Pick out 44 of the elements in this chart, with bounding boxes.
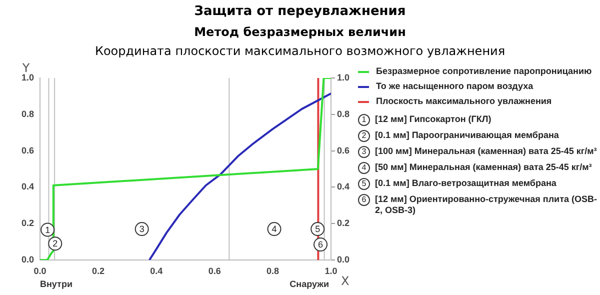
text: 1 [362, 115, 366, 124]
text: [50 мм] Минеральная (каменная) вата 25-45 кг/м³ [375, 162, 592, 173]
x-tick-label: 0.4 [150, 266, 163, 276]
annotation: 4 [272, 224, 277, 234]
x-tick-label: 0.0 [34, 266, 46, 276]
text: [0.1 мм] Пароограничивающая мембрана [375, 130, 559, 141]
legend-label: Безразмерное сопротивление паропроницанию [376, 66, 592, 77]
text: Координата плоскости максимального возможного увлажнения [94, 44, 506, 58]
y-tick-label: 0.4 [21, 182, 34, 192]
y2-tick-label: 0.0 [337, 254, 350, 264]
annotation: 3 [139, 224, 144, 234]
y2-tick-label: 0.2 [337, 218, 350, 228]
x-tick-label: 0.2 [92, 266, 104, 276]
x-tick-label: 1.0 [324, 266, 338, 276]
y2-tick-label: 1.0 [337, 72, 350, 82]
text: 5 [362, 179, 366, 188]
chart-title: Защита от переувлажнения [193, 4, 407, 19]
annotation: 1 [45, 224, 50, 235]
x-tick-label: 0.8 [266, 266, 280, 276]
x-axis-title: X [341, 274, 350, 288]
text: 2 [362, 131, 366, 140]
legend-label: То же насыщенного паром воздуха [376, 81, 534, 92]
text: Внутри [40, 278, 72, 289]
y2-tick-label: 0.6 [337, 145, 350, 156]
text: 4 [362, 163, 366, 172]
text: [100 мм] Минеральная (каменная) вата 25-45 кг/м³ [375, 146, 597, 157]
y-tick-label: 0.0 [21, 254, 34, 264]
legend-label: Плоскость максимального увлажнения [376, 96, 552, 107]
annotation: 6 [318, 240, 324, 250]
text: [0.1 мм] Влаго-ветрозащитная мембрана [375, 178, 556, 189]
y-tick-label: 0.6 [21, 145, 34, 156]
text: 3 [362, 147, 366, 156]
chart-subtitle: Метод безразмерных величин [193, 25, 407, 39]
y-tick-label: 0.8 [21, 108, 34, 119]
text: 6 [362, 195, 366, 204]
y-tick-label: 0.2 [21, 218, 34, 228]
annotation: 2 [52, 238, 58, 249]
y2-tick-label: 0.8 [337, 108, 350, 119]
x-tick-label: 0.6 [208, 266, 221, 276]
text: Снаружи [290, 278, 329, 289]
annotation: 5 [315, 224, 320, 234]
text: [12 мм] Ориентированно-стружечная плита (OSB-2, OSB-3) [375, 194, 598, 216]
text: [12 мм] Гипсокартон (ГКЛ) [375, 114, 492, 125]
y2-tick-label: 0.4 [337, 182, 350, 192]
